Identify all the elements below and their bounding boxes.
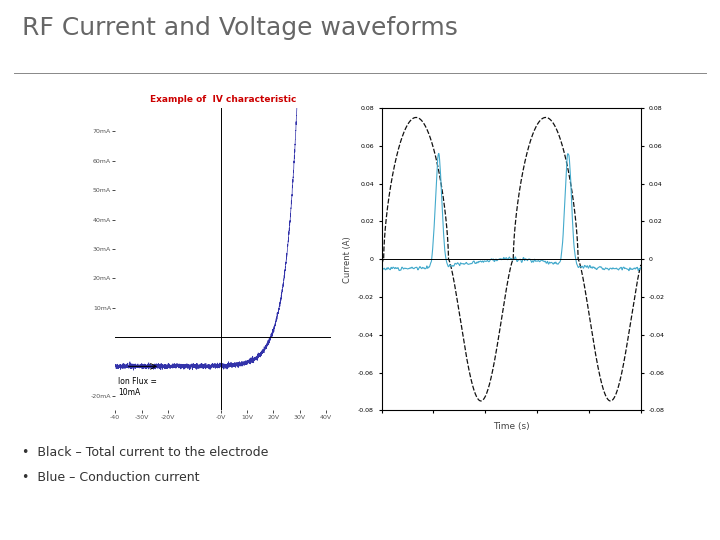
Text: •  Black – Total current to the electrode: • Black – Total current to the electrode — [22, 446, 268, 458]
Text: RF Current and Voltage waveforms: RF Current and Voltage waveforms — [22, 16, 457, 40]
X-axis label: Time (s): Time (s) — [493, 422, 529, 431]
Text: •  Blue – Conduction current: • Blue – Conduction current — [22, 471, 199, 484]
Text: Ion Flux =
10mA: Ion Flux = 10mA — [118, 377, 157, 396]
Y-axis label: Current (A): Current (A) — [343, 236, 352, 282]
Title: Example of  IV characteristic: Example of IV characteristic — [150, 96, 297, 104]
Text: Electrons: Electrons — [0, 539, 1, 540]
